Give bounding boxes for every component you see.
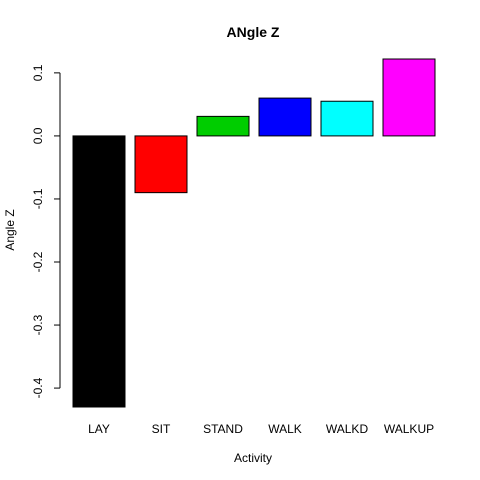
y-tick-label: -0.4 (31, 377, 45, 398)
y-tick-label: 0.0 (31, 127, 45, 144)
x-tick-label-sit: SIT (152, 422, 171, 436)
bar-lay (73, 136, 125, 407)
x-tick-label-walkup: WALKUP (384, 422, 434, 436)
bar-stand (197, 116, 249, 136)
y-tick-label: -0.1 (31, 188, 45, 209)
x-axis-label: Activity (234, 451, 272, 465)
bar-walk (259, 98, 311, 136)
y-tick-label: -0.3 (31, 314, 45, 335)
x-tick-labels: LAY SIT STAND WALK WALKD WALKUP (88, 422, 434, 436)
x-tick-label-lay: LAY (88, 422, 110, 436)
y-axis-label: Angle Z (3, 209, 17, 250)
x-tick-label-walk: WALK (268, 422, 302, 436)
bar-sit (135, 136, 187, 193)
y-tick-label: 0.1 (31, 64, 45, 81)
bars (73, 59, 435, 407)
chart-title: ANgle Z (227, 24, 280, 40)
x-tick-label-walkd: WALKD (326, 422, 369, 436)
bar-walkd (321, 101, 373, 136)
y-axis: -0.4 -0.3 -0.2 -0.1 0.0 0.1 (31, 64, 60, 398)
y-tick-label: -0.2 (31, 251, 45, 272)
bar-walkup (383, 59, 435, 136)
x-tick-label-stand: STAND (203, 422, 243, 436)
